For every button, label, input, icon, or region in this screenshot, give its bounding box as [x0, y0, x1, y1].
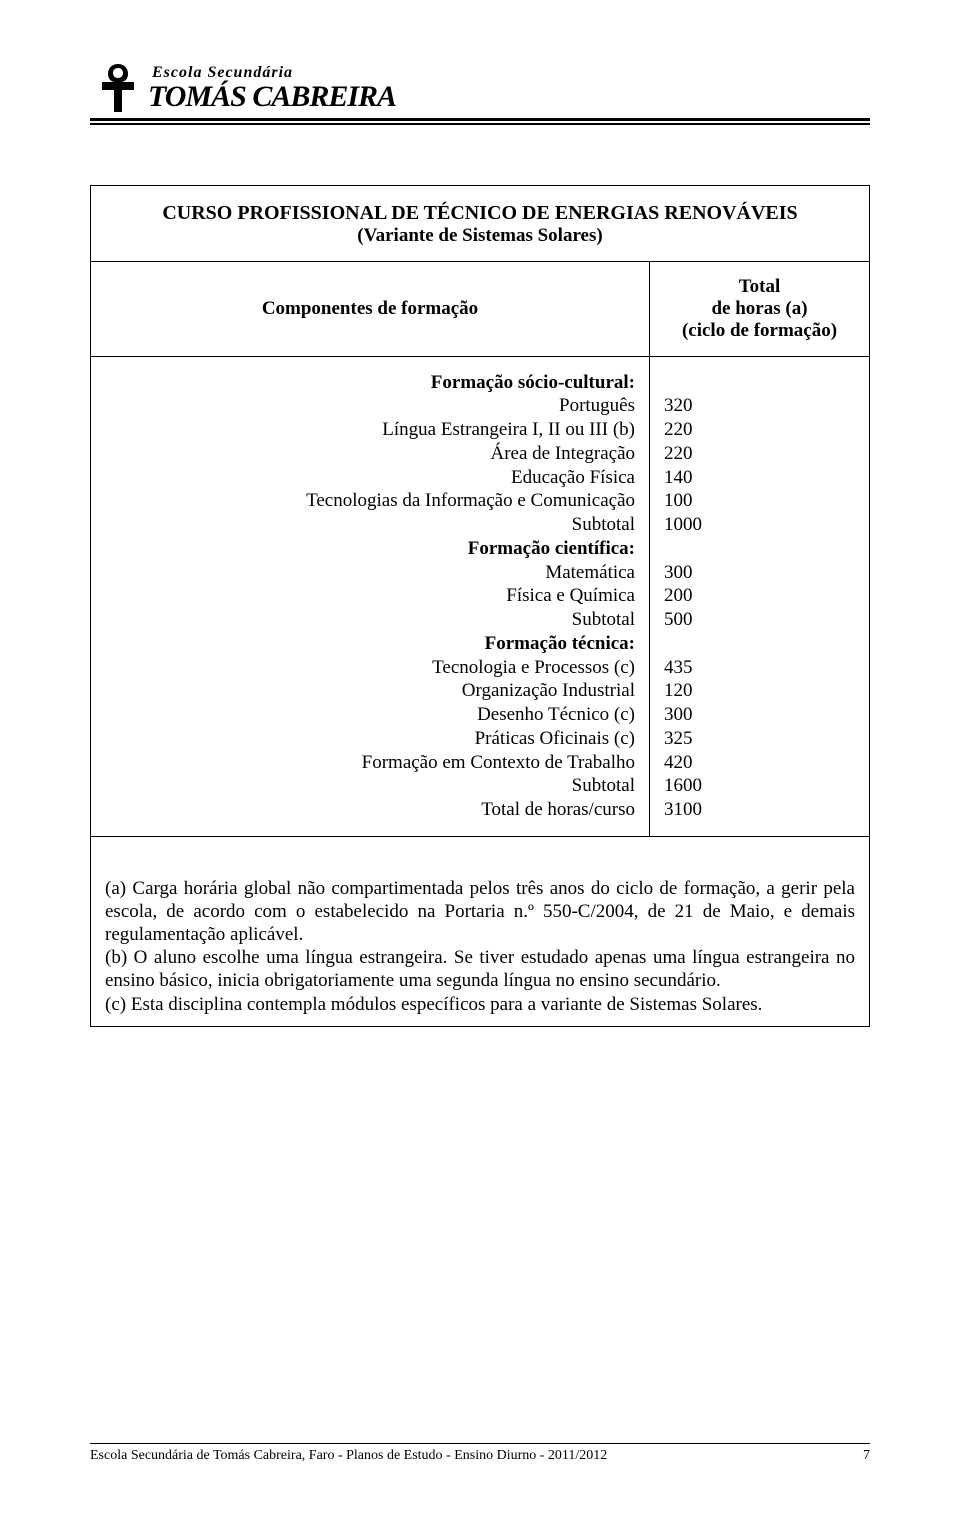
section-tecnica: Formação técnica:: [105, 632, 635, 656]
row-matematica: Matemática: [105, 561, 635, 585]
val-sub3: 1600: [664, 774, 855, 798]
course-title: CURSO PROFISSIONAL DE TÉCNICO DE ENERGIA…: [105, 202, 855, 225]
row-total: Total de horas/curso: [105, 798, 635, 822]
notes-block: (a) Carga horária global não compartimen…: [105, 877, 855, 1016]
section-cientifica-label: Formação científica:: [105, 537, 635, 561]
section-socio: Formação sócio-cultural:: [105, 371, 635, 395]
label-lingua: Língua Estrangeira I, II ou III (b): [105, 418, 635, 442]
note-a: (a) Carga horária global não compartimen…: [105, 877, 855, 947]
row-sub2: Subtotal: [105, 608, 635, 632]
col-header-hours-l1: Total: [664, 276, 855, 298]
section-tecnica-label: Formação técnica:: [105, 632, 635, 656]
row-tic: Tecnologias da Informação e Comunicação: [105, 489, 635, 513]
row-sub1: Subtotal: [105, 513, 635, 537]
page-content: Escola Secundária TOMÁS CABREIRA CURSO P…: [0, 0, 960, 1067]
label-orgind: Organização Industrial: [105, 679, 635, 703]
val-area-int: 220: [664, 442, 855, 466]
course-title-cell: CURSO PROFISSIONAL DE TÉCNICO DE ENERGIA…: [91, 185, 870, 261]
footer-page: 7: [863, 1448, 870, 1464]
val-fisica-q: 200: [664, 584, 855, 608]
row-fisica-q: Física e Química: [105, 584, 635, 608]
row-destec: Desenho Técnico (c): [105, 703, 635, 727]
row-pratof: Práticas Oficinais (c): [105, 727, 635, 751]
val-tic: 100: [664, 489, 855, 513]
footer-text-row: Escola Secundária de Tomás Cabreira, Far…: [90, 1448, 870, 1464]
label-pratof: Práticas Oficinais (c): [105, 727, 635, 751]
blank-socio: [664, 371, 855, 395]
row-fct: Formação em Contexto de Trabalho: [105, 751, 635, 775]
val-destec: 300: [664, 703, 855, 727]
course-variant: (Variante de Sistemas Solares): [105, 225, 855, 247]
label-destec: Desenho Técnico (c): [105, 703, 635, 727]
val-portugues: 320: [664, 394, 855, 418]
col-header-components: Componentes de formação: [91, 261, 650, 356]
val-matematica: 300: [664, 561, 855, 585]
val-ed-fisica: 140: [664, 466, 855, 490]
notes-cell: (a) Carga horária global não compartimen…: [91, 836, 870, 1026]
header-rule-thin: [90, 123, 870, 125]
label-fct: Formação em Contexto de Trabalho: [105, 751, 635, 775]
row-tecproc: Tecnologia e Processos (c): [105, 656, 635, 680]
values-column: 320 220 220 140 100 1000 300 200 500 435…: [650, 356, 870, 836]
section-cientifica: Formação científica:: [105, 537, 635, 561]
row-ed-fisica: Educação Física: [105, 466, 635, 490]
label-ed-fisica: Educação Física: [105, 466, 635, 490]
footer-text: Escola Secundária de Tomás Cabreira, Far…: [90, 1448, 607, 1464]
label-fisica-q: Física e Química: [105, 584, 635, 608]
val-lingua: 220: [664, 418, 855, 442]
row-orgind: Organização Industrial: [105, 679, 635, 703]
curriculum-table: CURSO PROFISSIONAL DE TÉCNICO DE ENERGIA…: [90, 185, 870, 1027]
col-header-hours: Total de horas (a) (ciclo de formação): [650, 261, 870, 356]
label-portugues: Português: [105, 394, 635, 418]
row-sub3: Subtotal: [105, 774, 635, 798]
val-sub2: 500: [664, 608, 855, 632]
school-name-block: Escola Secundária TOMÁS CABREIRA: [146, 64, 870, 112]
col-header-hours-l3: (ciclo de formação): [664, 320, 855, 342]
note-b: (b) O aluno escolhe uma língua estrangei…: [105, 946, 855, 992]
footer: Escola Secundária de Tomás Cabreira, Far…: [90, 1443, 870, 1464]
section-socio-label: Formação sócio-cultural:: [105, 371, 635, 395]
row-area-int: Área de Integração: [105, 442, 635, 466]
label-sub3: Subtotal: [105, 774, 635, 798]
school-name-bottom: TOMÁS CABREIRA: [148, 82, 870, 112]
blank-tecnica: [664, 632, 855, 656]
header: Escola Secundária TOMÁS CABREIRA: [90, 60, 870, 116]
col-header-hours-l2: de horas (a): [664, 298, 855, 320]
label-area-int: Área de Integração: [105, 442, 635, 466]
val-orgind: 120: [664, 679, 855, 703]
school-logo-icon: [90, 60, 146, 116]
label-total: Total de horas/curso: [105, 798, 635, 822]
label-sub1: Subtotal: [105, 513, 635, 537]
row-lingua: Língua Estrangeira I, II ou III (b): [105, 418, 635, 442]
val-fct: 420: [664, 751, 855, 775]
blank-cientifica: [664, 537, 855, 561]
val-tecproc: 435: [664, 656, 855, 680]
labels-column: Formação sócio-cultural: Português Língu…: [91, 356, 650, 836]
label-tecproc: Tecnologia e Processos (c): [105, 656, 635, 680]
row-portugues: Português: [105, 394, 635, 418]
label-sub2: Subtotal: [105, 608, 635, 632]
val-total: 3100: [664, 798, 855, 822]
val-sub1: 1000: [664, 513, 855, 537]
note-c: (c) Esta disciplina contempla módulos es…: [105, 993, 855, 1016]
header-rule-thick: [90, 118, 870, 121]
label-tic: Tecnologias da Informação e Comunicação: [105, 489, 635, 513]
label-matematica: Matemática: [105, 561, 635, 585]
val-pratof: 325: [664, 727, 855, 751]
footer-rule: [90, 1443, 870, 1444]
